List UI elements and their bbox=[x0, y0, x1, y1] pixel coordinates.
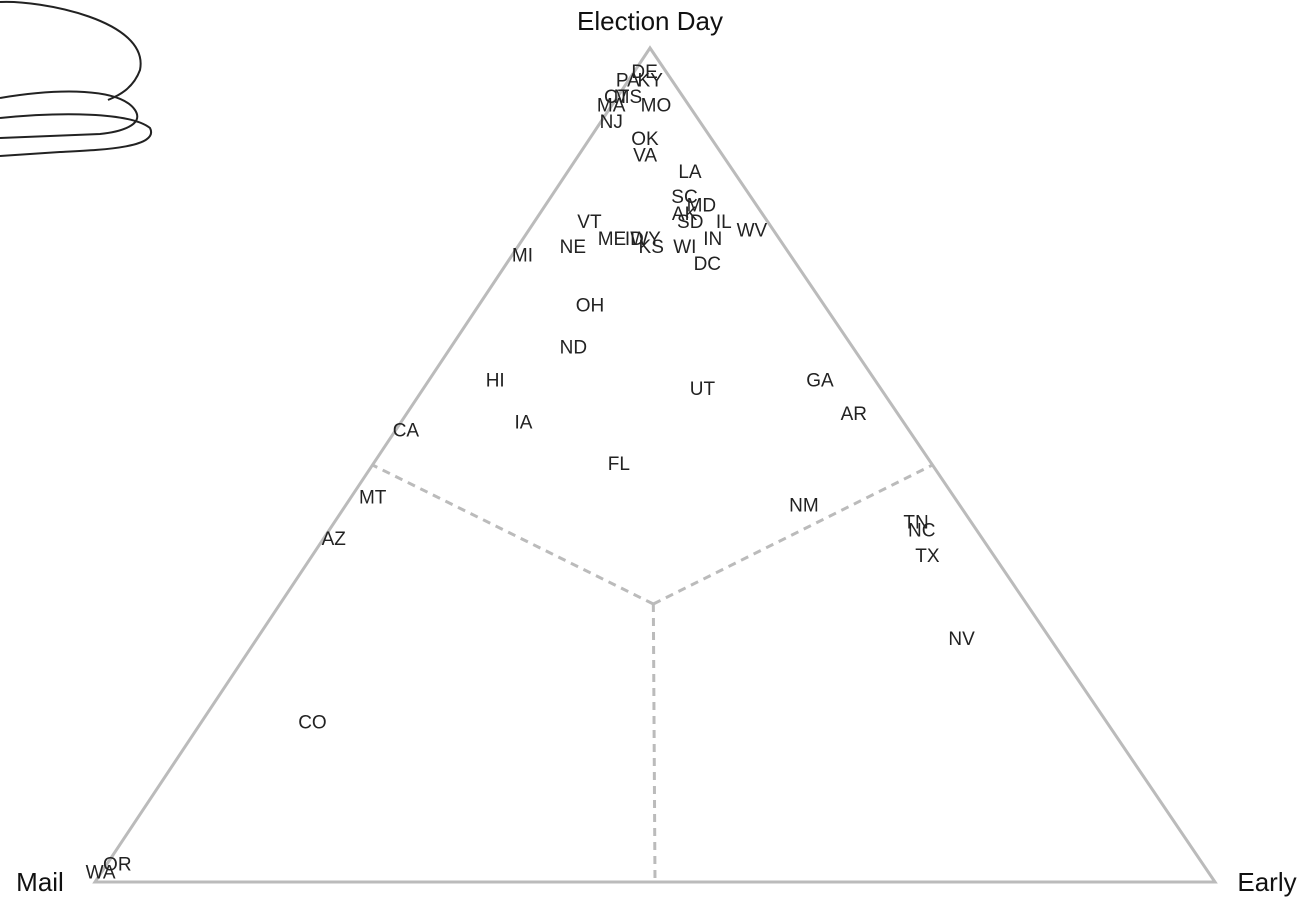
region-divider bbox=[652, 463, 934, 606]
state-point: LA bbox=[678, 162, 702, 183]
state-point: OH bbox=[576, 296, 605, 317]
state-point: MT bbox=[359, 487, 387, 508]
state-point: CT bbox=[604, 87, 630, 108]
state-point: MA bbox=[597, 95, 626, 116]
state-point: ME bbox=[598, 229, 627, 250]
state-point: IA bbox=[514, 412, 532, 433]
state-point: ID bbox=[625, 229, 644, 250]
corner-label: Mail bbox=[16, 867, 64, 897]
state-point: PA bbox=[616, 70, 640, 91]
state-point: FL bbox=[608, 454, 630, 475]
state-point: ND bbox=[560, 337, 587, 358]
state-point: NM bbox=[789, 496, 819, 517]
state-point: IL bbox=[716, 212, 732, 233]
state-point: IN bbox=[703, 229, 722, 250]
state-point: MO bbox=[641, 95, 672, 116]
state-point: SC bbox=[671, 187, 697, 208]
state-point: KS bbox=[639, 237, 664, 258]
state-point: KY bbox=[638, 70, 664, 91]
state-point: NE bbox=[560, 237, 586, 258]
state-point: CO bbox=[298, 713, 327, 734]
state-point: GA bbox=[806, 371, 834, 392]
state-point: NJ bbox=[600, 112, 623, 133]
corner-label: Election Day bbox=[577, 6, 723, 36]
state-point: TN bbox=[903, 512, 928, 533]
state-point: AR bbox=[841, 404, 867, 425]
region-divider bbox=[651, 603, 657, 883]
state-point: MI bbox=[512, 246, 533, 267]
state-point: WV bbox=[737, 220, 768, 241]
state-point: MD bbox=[687, 195, 717, 216]
state-point: OK bbox=[631, 129, 659, 150]
state-point: SD bbox=[677, 212, 703, 233]
globe-decoration bbox=[0, 0, 153, 157]
state-point: DC bbox=[694, 254, 721, 275]
state-point: DE bbox=[631, 62, 657, 83]
state-point: VT bbox=[577, 212, 602, 233]
state-point: UT bbox=[690, 379, 716, 400]
corner-label: Early bbox=[1237, 867, 1296, 897]
state-point: HI bbox=[486, 371, 505, 392]
state-point: NC bbox=[908, 521, 935, 542]
state-point: WI bbox=[673, 237, 696, 258]
state-point: CA bbox=[393, 421, 420, 442]
state-point: WY bbox=[630, 229, 661, 250]
state-point: WA bbox=[86, 863, 116, 884]
triangle-frame bbox=[92, 45, 1218, 884]
state-point: OR bbox=[103, 854, 132, 875]
state-point: AK bbox=[672, 204, 698, 225]
region-divider bbox=[371, 463, 654, 606]
state-point: NV bbox=[948, 629, 975, 650]
state-point: AZ bbox=[322, 529, 347, 550]
state-point: VA bbox=[633, 145, 657, 166]
state-point: MS bbox=[614, 87, 643, 108]
state-point: TX bbox=[915, 546, 940, 567]
